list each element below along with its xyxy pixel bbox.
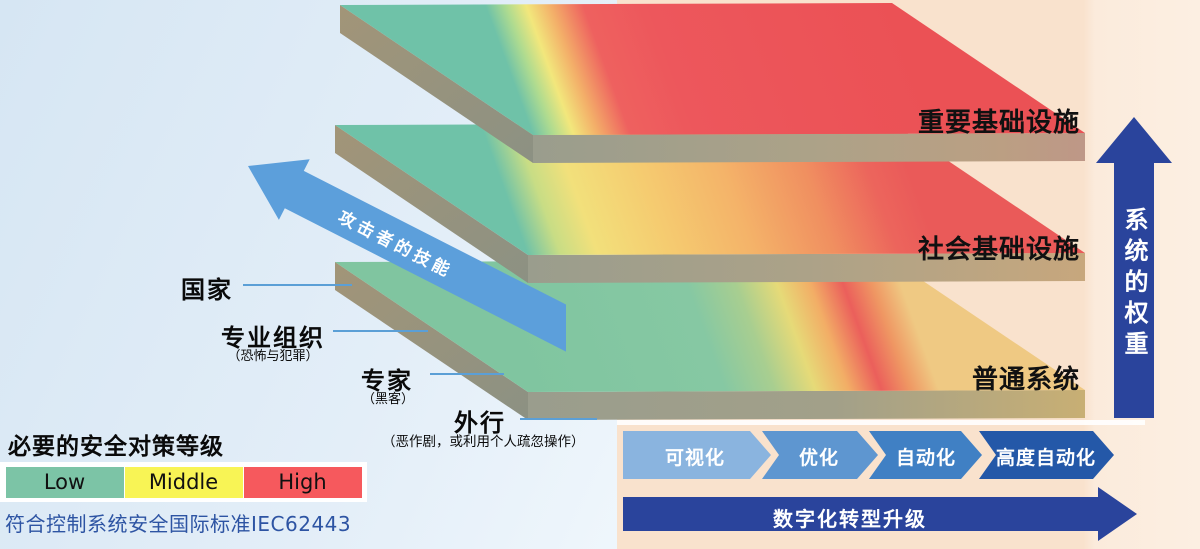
layer-critical-top-face <box>340 3 1085 135</box>
chevron-automation <box>869 431 982 479</box>
label-attacker-nation: 国家 <box>181 276 233 304</box>
sublabel-attacker-expert: （黑客） <box>361 392 414 407</box>
stage-label-automation: 自动化 <box>895 447 956 469</box>
chevron-visualization <box>623 431 771 479</box>
attacker-skill-arrow <box>248 159 566 352</box>
layer-ordinary-front-face <box>528 390 1085 420</box>
layer-social-left-face <box>335 125 528 283</box>
layer-critical-left-face <box>340 5 533 163</box>
layer-ordinary-left-face <box>335 262 528 420</box>
label-attacker-layman: 外行 <box>454 409 506 437</box>
layer-social-front-face <box>528 253 1085 283</box>
legend-title: 必要的安全对策等级 <box>8 434 224 460</box>
label-ordinary-systems: 普通系统 <box>971 365 1080 395</box>
system-weight-axis-label: 系统的权重 <box>1120 207 1148 362</box>
sublabel-attacker-layman: （恶作剧，或利用个人疏忽操作） <box>382 434 585 450</box>
digital-transformation-arrow <box>623 487 1137 541</box>
layer-critical-infrastructure <box>340 3 1085 163</box>
label-attacker-expert: 专家 <box>361 367 413 395</box>
chevron-optimization <box>762 431 878 479</box>
legend-color-strip: Low Middle High <box>0 462 367 502</box>
legend-box-high: High <box>243 466 362 498</box>
sublabel-attacker-organization: （恐怖与犯罪） <box>227 349 319 364</box>
legend-box-low: Low <box>5 466 124 498</box>
digital-transformation-label: 数字化转型升级 <box>773 507 927 531</box>
stage-label-advanced-automation: 高度自动化 <box>995 447 1096 469</box>
stage-label-visualization: 可视化 <box>664 447 725 469</box>
stage-label-optimization: 优化 <box>798 447 839 469</box>
divider-strip <box>617 420 1145 425</box>
label-social-infrastructure: 社会基础设施 <box>917 235 1080 265</box>
label-critical-infrastructure: 重要基础设施 <box>917 108 1080 138</box>
legend-box-middle: Middle <box>124 466 243 498</box>
chevron-advanced-automation <box>979 431 1114 479</box>
system-weight-arrow <box>1096 117 1172 418</box>
legend-standard-note: 符合控制系统安全国际标准IEC62443 <box>5 512 352 536</box>
layer-critical-front-face <box>533 133 1085 163</box>
label-attacker-organization: 专业组织 <box>221 324 325 352</box>
